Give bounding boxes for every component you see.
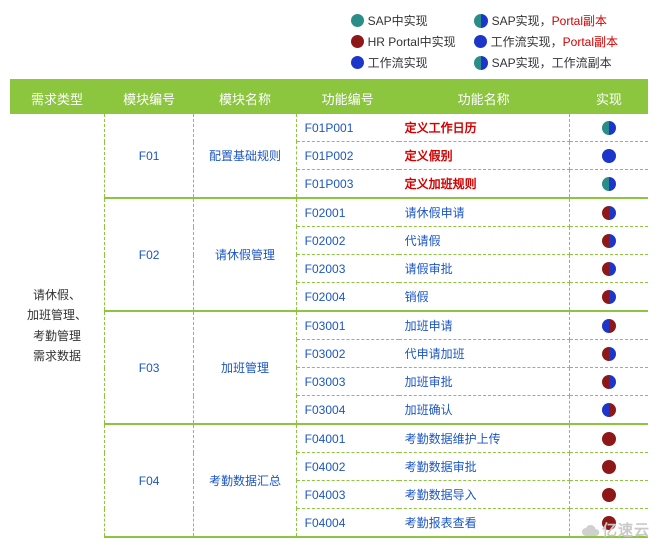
legend-label: SAP实现，Portal副本 <box>492 12 607 29</box>
cloud-icon <box>580 524 600 538</box>
impl-cell <box>569 481 648 509</box>
requirement-table: 需求类型 模块编号 模块名称 功能编号 功能名称 实现 请休假、 加班管理、 考… <box>10 79 648 538</box>
func-no: F01P003 <box>296 170 398 199</box>
func-no: F01P001 <box>296 114 398 142</box>
module-no: F01 <box>105 114 194 198</box>
impl-cell <box>569 142 648 170</box>
status-dot <box>602 290 616 304</box>
legend-item: 工作流实现，Portal副本 <box>474 33 618 50</box>
func-name: 考勤数据维护上传 <box>399 424 570 453</box>
legend-item: HR Portal中实现 <box>351 33 456 50</box>
func-name: 加班审批 <box>399 368 570 396</box>
impl-cell <box>569 453 648 481</box>
func-name: 销假 <box>399 283 570 312</box>
func-no: F03002 <box>296 340 398 368</box>
th-modname: 模块名称 <box>194 81 296 114</box>
impl-cell <box>569 114 648 142</box>
impl-cell <box>569 255 648 283</box>
func-name: 请假审批 <box>399 255 570 283</box>
func-name: 加班确认 <box>399 396 570 425</box>
module-name: 加班管理 <box>194 311 296 424</box>
impl-cell <box>569 198 648 227</box>
func-no: F02002 <box>296 227 398 255</box>
legend-label: 工作流实现 <box>368 54 428 71</box>
status-dot <box>602 460 616 474</box>
func-no: F04004 <box>296 509 398 538</box>
func-name: 定义假别 <box>399 142 570 170</box>
func-name: 代申请加班 <box>399 340 570 368</box>
func-no: F03004 <box>296 396 398 425</box>
module-no: F02 <box>105 198 194 311</box>
status-dot <box>602 375 616 389</box>
legend-label: SAP实现，工作流副本 <box>492 54 612 71</box>
func-no: F03003 <box>296 368 398 396</box>
func-no: F02004 <box>296 283 398 312</box>
impl-cell <box>569 283 648 312</box>
legend-item: SAP实现，工作流副本 <box>474 54 618 71</box>
func-no: F01P002 <box>296 142 398 170</box>
legend: SAP中实现 SAP实现，Portal副本 HR Portal中实现 工作流实现，Po… <box>318 8 648 79</box>
func-no: F04003 <box>296 481 398 509</box>
func-name: 加班申请 <box>399 311 570 340</box>
module-name: 考勤数据汇总 <box>194 424 296 537</box>
impl-cell <box>569 227 648 255</box>
impl-cell <box>569 368 648 396</box>
status-dot <box>602 234 616 248</box>
legend-item: 工作流实现 <box>351 54 456 71</box>
func-no: F03001 <box>296 311 398 340</box>
func-name: 考勤数据审批 <box>399 453 570 481</box>
func-name: 请休假申请 <box>399 198 570 227</box>
status-dot <box>602 206 616 220</box>
module-no: F03 <box>105 311 194 424</box>
th-fno: 功能编号 <box>296 81 398 114</box>
impl-cell <box>569 311 648 340</box>
table-row: F04考勤数据汇总F04001考勤数据维护上传 <box>10 424 648 453</box>
status-dot <box>602 347 616 361</box>
impl-cell <box>569 340 648 368</box>
legend-item: SAP中实现 <box>351 12 456 29</box>
legend-label: HR Portal中实现 <box>368 33 456 50</box>
table-row: F03加班管理F03001加班申请 <box>10 311 648 340</box>
impl-cell <box>569 170 648 199</box>
table-row: 请休假、 加班管理、 考勤管理 需求数据F01配置基础规则F01P001定义工作… <box>10 114 648 142</box>
status-dot <box>602 262 616 276</box>
legend-label: SAP中实现 <box>368 12 428 29</box>
status-dot <box>602 488 616 502</box>
func-name: 考勤数据导入 <box>399 481 570 509</box>
func-no: F02001 <box>296 198 398 227</box>
th-impl: 实现 <box>569 81 648 114</box>
func-no: F04001 <box>296 424 398 453</box>
th-modno: 模块编号 <box>105 81 194 114</box>
status-dot <box>602 403 616 417</box>
legend-item: SAP实现，Portal副本 <box>474 12 618 29</box>
status-dot <box>602 319 616 333</box>
type-cell: 请休假、 加班管理、 考勤管理 需求数据 <box>10 114 105 537</box>
func-name: 代请假 <box>399 227 570 255</box>
status-dot <box>602 177 616 191</box>
module-name: 请休假管理 <box>194 198 296 311</box>
th-type: 需求类型 <box>10 81 105 114</box>
func-name: 定义工作日历 <box>399 114 570 142</box>
table-row: F02请休假管理F02001请休假申请 <box>10 198 648 227</box>
status-dot <box>602 149 616 163</box>
legend-label: 工作流实现，Portal副本 <box>491 33 618 50</box>
func-no: F04002 <box>296 453 398 481</box>
module-name: 配置基础规则 <box>194 114 296 198</box>
func-name: 定义加班规则 <box>399 170 570 199</box>
impl-cell <box>569 424 648 453</box>
watermark: 亿速云 <box>580 519 650 540</box>
status-dot <box>602 432 616 446</box>
module-no: F04 <box>105 424 194 537</box>
impl-cell <box>569 396 648 425</box>
func-no: F02003 <box>296 255 398 283</box>
th-fname: 功能名称 <box>399 81 570 114</box>
status-dot <box>602 121 616 135</box>
func-name: 考勤报表查看 <box>399 509 570 538</box>
